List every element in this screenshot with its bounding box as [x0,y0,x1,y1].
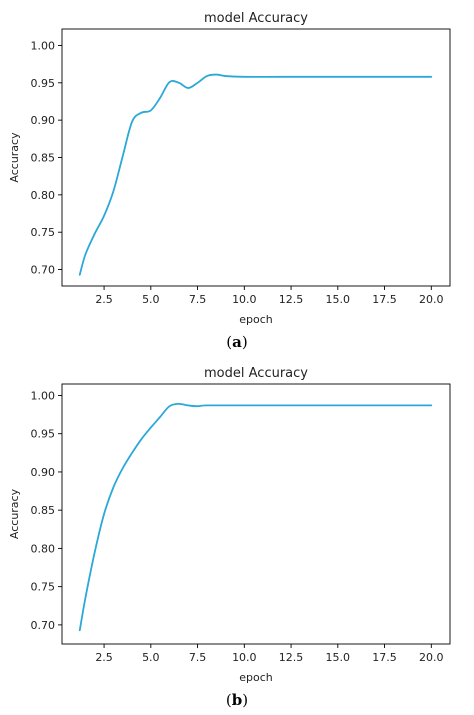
caption-letter: b [232,691,243,709]
series-line [78,402,433,632]
figure-caption: (a) [226,333,247,351]
x-tick-label: 5.0 [142,651,160,664]
x-tick-label: 17.5 [372,293,397,306]
y-axis-label: Accuracy [8,132,21,183]
caption-letter: a [232,333,242,351]
y-tick-label: 0.85 [31,504,56,517]
y-tick-label: 0.95 [31,428,56,441]
x-tick-label: 2.5 [95,293,113,306]
y-tick-label: 1.00 [31,39,56,52]
plot-frame [61,28,451,287]
chart-a: model Accuracy 2.5 5.0 7.5 10.0 12.5 15.0 17.5 2… [8,11,451,351]
x-tick-label: 5.0 [142,293,160,306]
x-tick-label: 12.5 [279,293,304,306]
x-tick-label: 7.5 [189,651,207,664]
y-tick-label: 0.80 [31,189,56,202]
y-tick-label: 0.85 [31,152,56,165]
x-tick-label: 15.0 [326,293,351,306]
series-line [78,73,433,276]
x-axis-label: epoch [239,313,273,326]
x-tick-label: 12.5 [279,651,304,664]
y-tick-label: 0.95 [31,77,56,90]
y-tick-label: 0.70 [31,264,56,277]
y-axis-label: Accuracy [8,488,21,539]
plot-frame [61,383,451,645]
y-tick-label: 0.75 [31,581,56,594]
x-tick-label: 7.5 [189,293,207,306]
y-tick-label: 0.90 [31,114,56,127]
x-tick-label: 10.0 [232,293,257,306]
y-tick-label: 0.75 [31,226,56,239]
x-axis-label: epoch [239,671,273,684]
x-tick-label: 10.0 [232,651,257,664]
x-tick-label: 20.0 [419,293,444,306]
chart-b: model Accuracy 2.5 5.0 7.5 10.0 12.5 15.0 17.5 2… [8,366,451,709]
x-tick-label: 20.0 [419,651,444,664]
x-tick-label: 17.5 [372,651,397,664]
y-tick-label: 1.00 [31,389,56,402]
x-tick-label: 2.5 [95,651,113,664]
y-tick-label: 0.70 [31,619,56,632]
y-tick-label: 0.80 [31,542,56,555]
figure-caption: (b) [226,691,248,709]
chart-title: model Accuracy [204,11,308,26]
chart-title: model Accuracy [204,366,308,381]
y-tick-label: 0.90 [31,466,56,479]
x-tick-label: 15.0 [326,651,351,664]
